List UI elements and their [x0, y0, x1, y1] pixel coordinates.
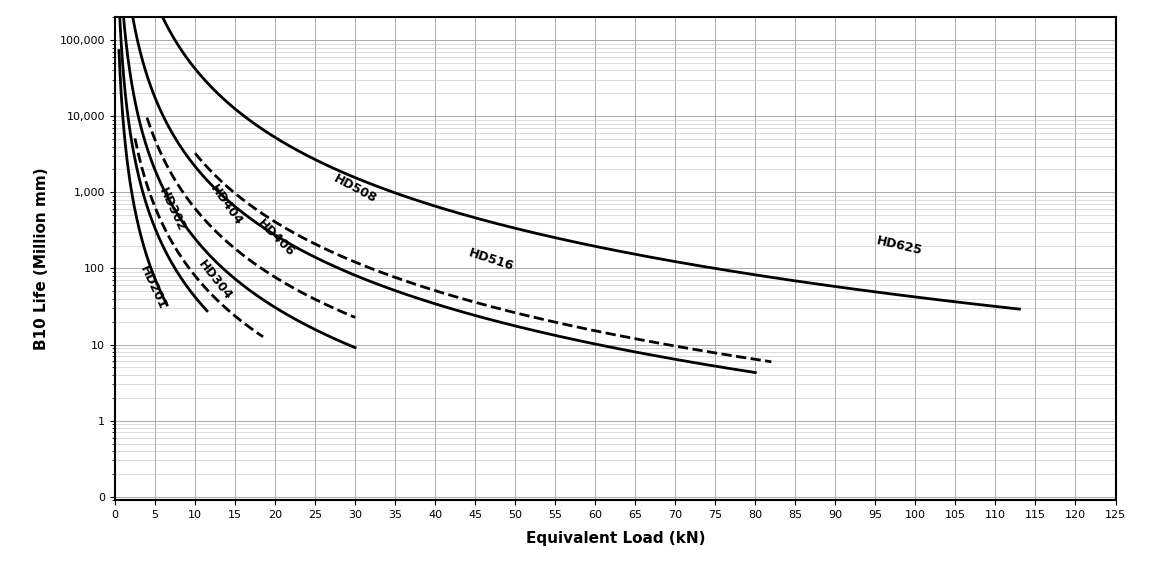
Text: HD625: HD625	[875, 234, 923, 257]
Text: HD404: HD404	[207, 182, 245, 228]
Text: HD304: HD304	[196, 258, 235, 302]
Text: HD508: HD508	[331, 172, 378, 206]
Text: HD516: HD516	[467, 246, 515, 273]
Text: HD406: HD406	[255, 217, 298, 259]
X-axis label: Equivalent Load (kN): Equivalent Load (kN)	[526, 531, 705, 546]
Text: HD302: HD302	[156, 185, 189, 233]
Text: HD201: HD201	[137, 264, 169, 312]
Y-axis label: B10 Life (Million mm): B10 Life (Million mm)	[33, 167, 48, 350]
